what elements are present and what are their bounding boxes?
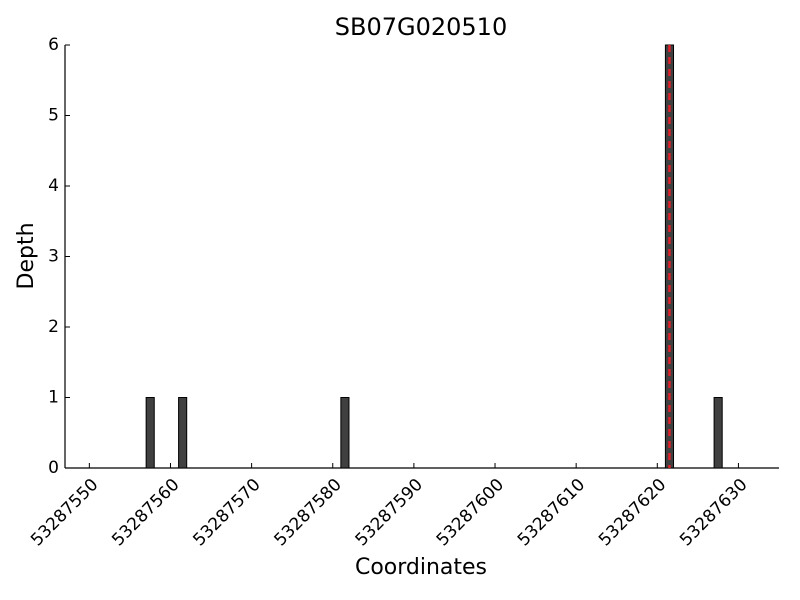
x-tick-label: 53287590 bbox=[352, 475, 427, 550]
x-tick-label: 53287630 bbox=[676, 475, 751, 550]
y-tick-label: 6 bbox=[48, 35, 59, 55]
y-tick-label: 3 bbox=[48, 247, 59, 267]
y-tick-label: 4 bbox=[48, 176, 59, 196]
x-tick-label: 53287570 bbox=[189, 475, 264, 550]
bar bbox=[713, 397, 723, 469]
x-tick-label: 53287610 bbox=[514, 475, 589, 550]
x-tick-label: 53287580 bbox=[270, 475, 345, 550]
y-tick-label: 2 bbox=[48, 317, 59, 337]
x-tick-label: 53287620 bbox=[595, 475, 670, 550]
bar bbox=[340, 397, 350, 469]
x-axis-label: Coordinates bbox=[355, 555, 487, 580]
y-axis-label: Depth bbox=[14, 222, 39, 289]
bar bbox=[145, 397, 155, 469]
x-tick-label: 53287560 bbox=[108, 475, 183, 550]
chart-title: SB07G020510 bbox=[335, 13, 507, 41]
x-tick-label: 53287600 bbox=[433, 475, 508, 550]
y-tick-label: 5 bbox=[48, 106, 59, 126]
y-tick-label: 0 bbox=[48, 458, 59, 478]
x-tick-label: 53287550 bbox=[27, 475, 102, 550]
y-tick-label: 1 bbox=[48, 388, 59, 408]
bar bbox=[178, 397, 188, 469]
